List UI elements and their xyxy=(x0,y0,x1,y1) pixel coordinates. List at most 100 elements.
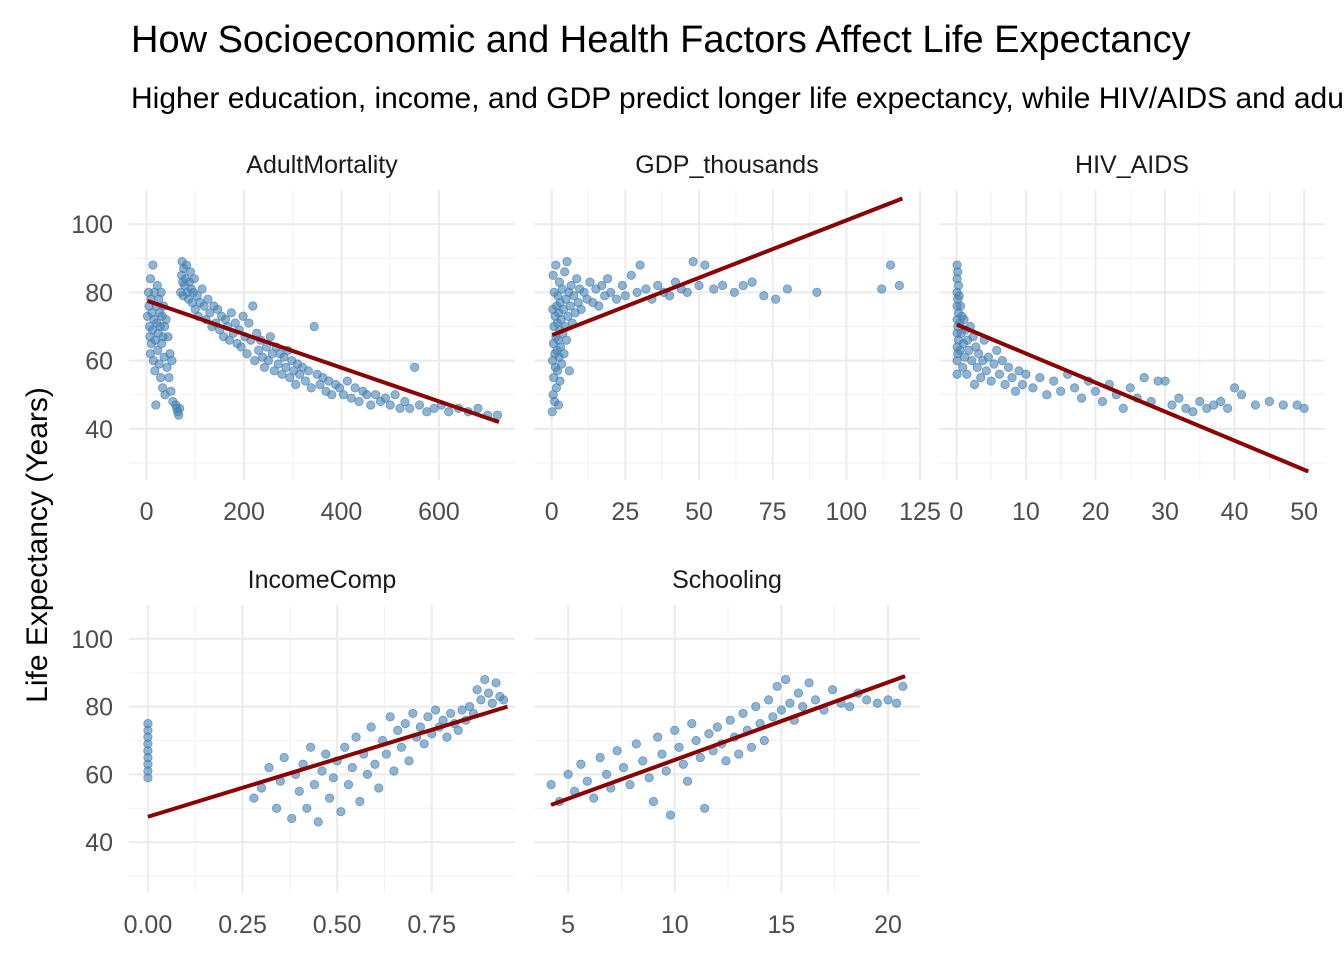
data-point xyxy=(585,277,595,287)
data-point xyxy=(151,400,161,410)
data-point xyxy=(419,739,429,749)
data-point xyxy=(374,783,384,793)
x-tick-label: 0.25 xyxy=(218,911,267,939)
data-point xyxy=(759,735,769,746)
data-point xyxy=(161,315,171,325)
data-point xyxy=(256,783,267,793)
data-point xyxy=(244,318,254,328)
data-point xyxy=(148,260,158,270)
data-point xyxy=(205,308,215,318)
y-tick-label: 40 xyxy=(85,829,113,857)
data-point xyxy=(661,766,671,776)
x-tick-label: 400 xyxy=(321,498,363,526)
x-tick-label: 15 xyxy=(767,911,795,939)
data-point xyxy=(371,390,381,400)
data-point xyxy=(248,301,258,311)
data-point xyxy=(321,749,331,759)
trend-line xyxy=(956,322,1310,474)
data-point xyxy=(1000,379,1010,390)
data-point xyxy=(653,280,663,291)
data-point xyxy=(688,257,698,267)
data-point xyxy=(197,284,207,294)
data-point xyxy=(302,803,312,813)
data-point xyxy=(546,779,556,790)
data-point xyxy=(635,260,645,270)
data-point xyxy=(620,291,630,301)
data-point xyxy=(242,349,252,359)
data-point xyxy=(338,390,349,400)
data-point xyxy=(279,752,289,763)
data-point xyxy=(958,362,968,373)
data-point xyxy=(1028,383,1038,393)
data-point xyxy=(572,274,582,284)
trend-line xyxy=(550,674,906,807)
data-point xyxy=(167,355,177,366)
data-point xyxy=(410,362,420,373)
data-point xyxy=(953,267,963,277)
data-point xyxy=(444,407,454,417)
data-point xyxy=(653,732,663,742)
data-point xyxy=(738,708,748,719)
data-point xyxy=(776,705,786,715)
data-point xyxy=(381,749,391,759)
data-point xyxy=(175,403,185,413)
data-point xyxy=(561,335,572,345)
data-point xyxy=(327,390,337,400)
data-point xyxy=(492,410,503,420)
data-point xyxy=(547,407,557,417)
data-point xyxy=(763,695,774,705)
data-point xyxy=(143,718,153,729)
data-point xyxy=(334,383,345,393)
data-point xyxy=(1264,396,1274,407)
data-point xyxy=(644,773,654,783)
data-point xyxy=(366,722,376,732)
data-point xyxy=(729,287,739,297)
data-point xyxy=(983,352,993,362)
data-point xyxy=(499,695,509,705)
x-tick-label: 10 xyxy=(661,911,689,939)
x-tick-label: 0.00 xyxy=(124,911,173,939)
data-point xyxy=(1049,376,1059,386)
data-point xyxy=(997,355,1007,366)
data-point xyxy=(603,274,613,284)
data-point xyxy=(1250,400,1261,410)
data-point xyxy=(1010,386,1021,396)
data-point xyxy=(422,407,432,417)
data-point xyxy=(1076,393,1087,403)
data-point xyxy=(785,698,795,708)
data-point xyxy=(974,349,984,359)
data-point xyxy=(594,301,604,311)
data-point xyxy=(1118,403,1128,413)
data-point xyxy=(617,280,627,291)
data-point xyxy=(259,362,270,373)
data-point xyxy=(291,379,301,390)
data-point xyxy=(804,678,814,688)
data-point xyxy=(798,702,808,712)
data-point xyxy=(631,739,641,749)
data-point xyxy=(626,270,636,280)
data-point xyxy=(557,359,567,369)
x-tick-label: 100 xyxy=(825,498,867,526)
data-point xyxy=(476,695,486,705)
panel-strip-label: IncomeComp xyxy=(248,566,397,594)
data-point xyxy=(453,725,463,735)
data-point xyxy=(552,366,563,376)
data-point xyxy=(872,698,882,708)
data-point xyxy=(548,270,558,280)
data-point xyxy=(306,383,316,393)
data-point xyxy=(250,355,260,366)
data-point xyxy=(254,345,264,355)
panel-AdultMortality: AdultMortality 0 200 400 600 40 60 80 100 xyxy=(71,151,515,526)
data-point xyxy=(395,403,405,413)
data-point xyxy=(1003,362,1014,373)
data-point xyxy=(759,291,769,301)
data-point xyxy=(553,400,564,410)
data-point xyxy=(793,688,804,698)
data-point xyxy=(269,366,279,376)
data-point xyxy=(747,277,757,287)
data-point xyxy=(695,752,705,763)
data-point xyxy=(164,373,174,383)
data-point xyxy=(782,284,793,294)
